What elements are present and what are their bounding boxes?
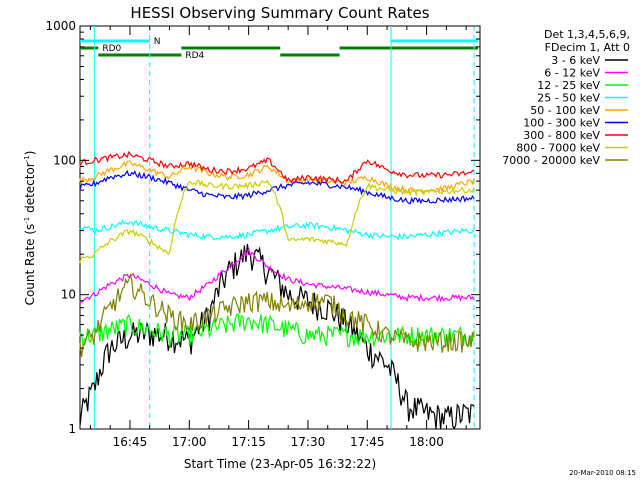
series-line-9 xyxy=(79,272,475,358)
series-line-2 xyxy=(79,247,475,303)
legend-label: 50 - 100 keV xyxy=(530,104,600,117)
y-axis-ticks: 1 10 100 1000 xyxy=(45,19,480,436)
series-line-4 xyxy=(79,219,475,241)
chart-title: HESSI Observing Summary Count Rates xyxy=(130,4,429,22)
legend-label: 800 - 7000 keV xyxy=(516,142,600,155)
x-tick-label: 17:00 xyxy=(172,435,207,449)
x-axis-ticks: 16:45 17:00 17:15 17:30 17:45 18:00 xyxy=(89,26,467,449)
instrument-flags: N RD0 RD4 xyxy=(80,37,479,61)
x-axis-label: Start Time (23-Apr-05 16:32:22) xyxy=(184,457,376,471)
y-tick-label: 1000 xyxy=(45,19,76,33)
legend-label: 7000 - 20000 keV xyxy=(502,154,600,167)
flag-label: N xyxy=(154,37,161,47)
legend-label: 100 - 300 keV xyxy=(523,117,600,130)
legend-label: 12 - 25 keV xyxy=(537,79,600,92)
series-line-7 xyxy=(79,150,475,185)
y-tick-label: 10 xyxy=(61,288,76,302)
x-tick-label: 16:45 xyxy=(113,435,148,449)
series-line-6 xyxy=(79,169,475,205)
series-line-1 xyxy=(79,244,475,430)
x-tick-label: 18:00 xyxy=(409,435,444,449)
legend-label: 300 - 800 keV xyxy=(523,129,600,142)
series-line-3 xyxy=(79,313,475,348)
y-tick-label: 100 xyxy=(53,153,76,167)
series-lines xyxy=(79,150,475,430)
legend-header-line-2: FDecim 1, Att 0 xyxy=(545,41,630,54)
x-tick-label: 17:30 xyxy=(291,435,326,449)
series-line-8 xyxy=(79,179,475,264)
legend-label: 6 - 12 keV xyxy=(544,67,600,80)
flag-label: RD0 xyxy=(102,44,121,54)
y-tick-label: 1 xyxy=(68,422,76,436)
footer-timestamp: 20-Mar-2010 08:15 xyxy=(569,469,636,477)
y-axis-label: Count Rate (s-1 detector-1) xyxy=(23,151,37,306)
legend-label: 25 - 50 keV xyxy=(537,92,600,105)
flag-label: RD4 xyxy=(185,51,204,61)
legend-label: 3 - 6 keV xyxy=(551,54,600,67)
series-line-5 xyxy=(79,160,475,194)
x-tick-label: 17:15 xyxy=(231,435,266,449)
x-tick-label: 17:45 xyxy=(350,435,385,449)
plot-frame xyxy=(79,25,481,430)
legend-header-line-1: Det 1,3,4,5,6,9, xyxy=(544,28,630,41)
